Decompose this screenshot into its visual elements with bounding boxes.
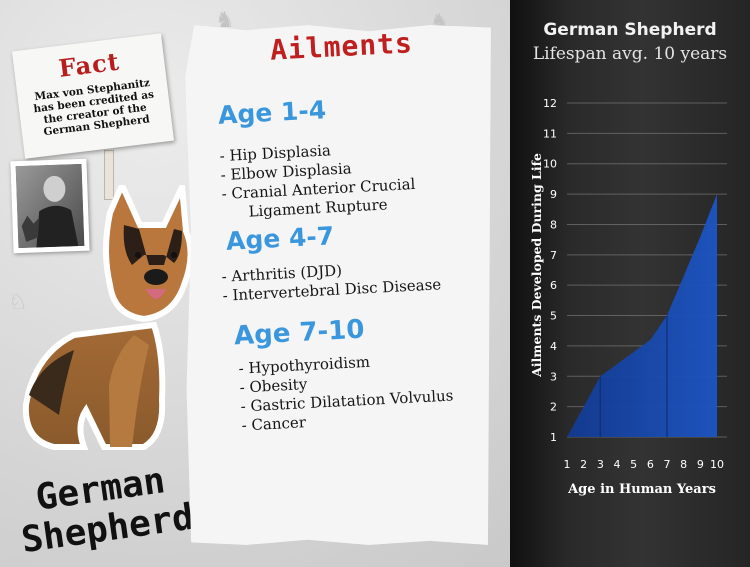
x-tick-label: 3 (597, 458, 604, 471)
y-tick-label: 8 (550, 218, 557, 231)
dog-sketch-icon: ♘ (8, 290, 28, 315)
fact-sign: Fact Max von Stephanitz has been credite… (11, 33, 175, 159)
portrait-image (15, 163, 85, 249)
area-series (567, 194, 717, 437)
portrait-photo (10, 158, 90, 254)
age-heading-1-4: Age 1-4 (217, 95, 327, 130)
german-shepherd-image (22, 185, 194, 450)
y-tick-label: 5 (550, 310, 557, 323)
x-tick-label: 1 (564, 458, 571, 471)
x-tick-label: 2 (580, 458, 587, 471)
y-tick-label: 7 (550, 249, 557, 262)
x-tick-label: 5 (630, 458, 637, 471)
x-tick-label: 8 (680, 458, 687, 471)
y-tick-label: 4 (550, 340, 557, 353)
dog-sketch-icon: ♞ (215, 8, 235, 33)
fact-text: Max von Stephanitz has been credited as … (32, 77, 155, 139)
y-tick-label: 9 (550, 188, 557, 201)
chart-title: German Shepherd (543, 20, 717, 40)
y-tick-label: 10 (543, 158, 557, 171)
x-tick-label: 9 (697, 458, 704, 471)
y-tick-label: 6 (550, 279, 557, 292)
y-tick-label: 1 (550, 431, 557, 444)
x-tick-label: 7 (664, 458, 671, 471)
ailment-list-7-10: - Hypothyroidism - Obesity - Gastric Dil… (238, 348, 455, 435)
sign-stick (104, 150, 114, 200)
y-tick-label: 12 (543, 97, 557, 110)
y-axis-label: Ailments Developed During Life (529, 153, 544, 378)
age-heading-4-7: Age 4-7 (225, 221, 335, 256)
chart-subtitle: Lifespan avg. 10 years (532, 44, 728, 64)
x-tick-label: 10 (710, 458, 724, 471)
y-tick-label: 11 (543, 127, 557, 140)
ailments-paper (185, 25, 491, 545)
y-tick-label: 3 (550, 370, 557, 383)
x-tick-label: 6 (647, 458, 654, 471)
y-tick-label: 2 (550, 401, 557, 414)
ailment-list-1-4: - Hip Displasia - Elbow Displasia - Cran… (219, 137, 417, 223)
x-axis-label: Age in Human Years (567, 482, 716, 497)
x-tick-label: 4 (614, 458, 621, 471)
